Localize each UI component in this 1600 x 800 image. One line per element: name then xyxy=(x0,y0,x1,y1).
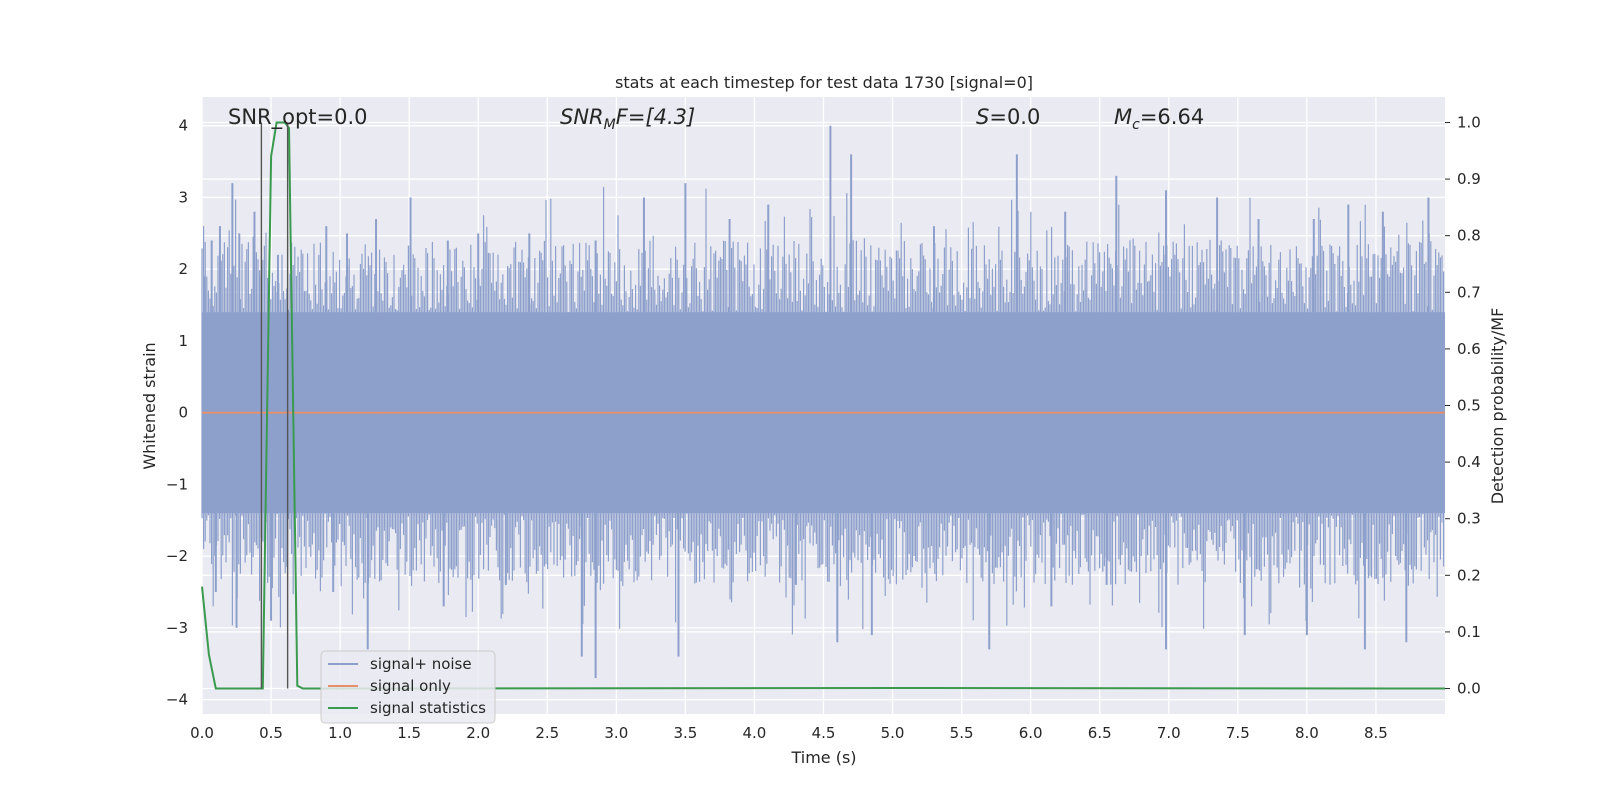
y-right-tick-label: 0.4 xyxy=(1457,453,1481,471)
x-tick-label: 5.0 xyxy=(881,724,905,742)
annotation-snr-mf: SNRMF=[4.3] xyxy=(560,105,695,133)
legend-box xyxy=(320,650,496,724)
legend: signal+ noise signal only signal statist… xyxy=(320,650,496,724)
x-tick-label: 3.5 xyxy=(673,724,697,742)
y-left-tick-labels: −4 −3 −2 −1 0 1 2 3 4 xyxy=(166,117,188,709)
y-right-tick-label: 0.9 xyxy=(1457,170,1481,188)
x-tick-label: 4.0 xyxy=(743,724,767,742)
x-tick-label: 7.0 xyxy=(1157,724,1181,742)
x-tick-label: 7.5 xyxy=(1226,724,1250,742)
y-right-tick-label: 0.5 xyxy=(1457,397,1481,415)
noise-jitter xyxy=(201,186,1445,635)
legend-label-noise: signal+ noise xyxy=(370,655,472,673)
x-tick-label: 3.0 xyxy=(604,724,628,742)
y-left-tick-label: −2 xyxy=(166,547,188,565)
x-tick-label: 1.0 xyxy=(328,724,352,742)
legend-label-statistics: signal statistics xyxy=(370,699,486,717)
x-tick-label: 6.0 xyxy=(1019,724,1043,742)
annotation-mc-rest: =6.64 xyxy=(1140,105,1204,129)
y-right-tick-labels: 0.0 0.1 0.2 0.3 0.4 0.5 0.6 0.7 0.8 0.9 1.0 xyxy=(1445,113,1481,698)
y-left-tick-label: 3 xyxy=(178,188,188,206)
y-right-tick-label: 0.0 xyxy=(1457,680,1481,698)
x-tick-labels: 0.0 0.5 1.0 1.5 2.0 2.5 3.0 3.5 4.0 4.5 5.0 5.5 6.0 6… xyxy=(190,724,1388,742)
y-left-tick-label: 0 xyxy=(178,404,188,422)
y-left-tick-label: 4 xyxy=(178,117,188,135)
x-tick-label: 5.5 xyxy=(950,724,974,742)
annotation-snr-mf-sub: M xyxy=(604,117,616,133)
y-right-tick-label: 0.1 xyxy=(1457,623,1481,641)
annotation-s-rest: =0.0 xyxy=(989,105,1040,129)
annotation-s-main: S xyxy=(976,105,989,129)
x-tick-label: 1.5 xyxy=(397,724,421,742)
y-right-tick-label: 0.2 xyxy=(1457,566,1481,584)
annotation-snr-opt: SNR_opt=0.0 xyxy=(228,105,368,130)
y-right-tick-label: 0.6 xyxy=(1457,340,1481,358)
x-tick-label: 2.0 xyxy=(466,724,490,742)
annotation-snr-mf-main: SNR xyxy=(560,105,604,129)
annotation-snr-mf-rest: F=[4.3] xyxy=(616,105,695,129)
series-layer xyxy=(201,121,1446,690)
x-tick-label: 0.5 xyxy=(259,724,283,742)
y-right-tick-label: 0.8 xyxy=(1457,227,1481,245)
y-left-tick-label: −3 xyxy=(166,619,188,637)
marker-lines xyxy=(260,122,289,689)
x-tick-label: 6.5 xyxy=(1088,724,1112,742)
x-tick-label: 8.0 xyxy=(1295,724,1319,742)
chart-title: stats at each timestep for test data 173… xyxy=(615,73,1033,92)
y-right-tick-label: 1.0 xyxy=(1457,113,1481,131)
x-tick-label: 8.5 xyxy=(1364,724,1388,742)
y-left-tick-label: −1 xyxy=(166,475,188,493)
y-left-axis-label: Whitened strain xyxy=(140,342,159,469)
annotation-s: S=0.0 xyxy=(976,105,1040,129)
annotation-mc-sub: c xyxy=(1132,117,1140,133)
legend-label-signal: signal only xyxy=(370,677,451,695)
x-tick-label: 0.0 xyxy=(190,724,214,742)
y-right-tick-label: 0.7 xyxy=(1457,283,1481,301)
annotation-mc-main: M xyxy=(1114,105,1132,129)
y-right-axis-label: Detection probability/MF xyxy=(1488,308,1507,505)
y-right-tick-label: 0.3 xyxy=(1457,510,1481,528)
y-left-tick-label: 1 xyxy=(178,332,188,350)
x-tick-label: 2.5 xyxy=(535,724,559,742)
x-axis-label: Time (s) xyxy=(790,748,856,767)
annotation-mc: Mc=6.64 xyxy=(1114,105,1204,133)
signal-statistics-line xyxy=(201,121,1446,690)
y-left-tick-label: 2 xyxy=(178,260,188,278)
x-tick-label: 4.5 xyxy=(812,724,836,742)
y-left-tick-label: −4 xyxy=(166,691,188,709)
